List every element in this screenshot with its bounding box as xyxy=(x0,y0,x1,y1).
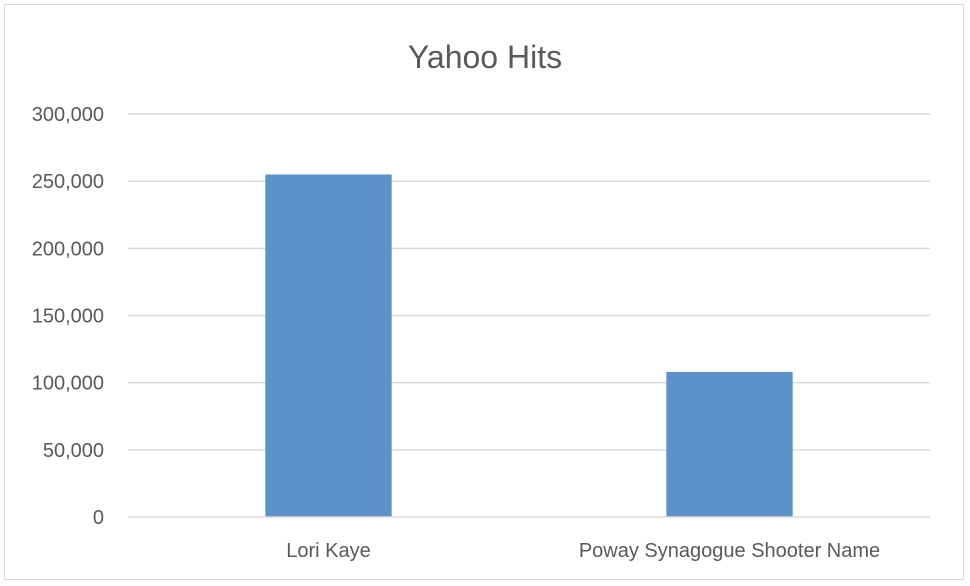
bar-lori-kaye xyxy=(265,174,392,517)
y-tick-label: 200,000 xyxy=(32,238,104,260)
x-axis-category-labels: Lori Kaye Poway Synagogue Shooter Name xyxy=(286,540,880,562)
chart-frame xyxy=(4,4,964,580)
chart-title: Yahoo Hits xyxy=(408,39,562,75)
y-tick-label: 50,000 xyxy=(43,440,104,462)
y-axis-tick-labels: 0 50,000 100,000 150,000 200,000 250,000 300,0… xyxy=(32,104,104,529)
y-tick-label: 100,000 xyxy=(32,373,104,395)
x-category-label: Lori Kaye xyxy=(286,540,371,562)
bar-poway-synagogue-shooter-name xyxy=(666,371,793,517)
gridlines xyxy=(128,113,930,451)
y-tick-label: 0 xyxy=(93,507,104,529)
y-tick-label: 150,000 xyxy=(32,306,104,328)
x-category-label: Poway Synagogue Shooter Name xyxy=(579,540,880,562)
y-tick-label: 250,000 xyxy=(32,171,104,193)
y-tick-label: 300,000 xyxy=(32,104,104,126)
bars xyxy=(265,174,793,517)
